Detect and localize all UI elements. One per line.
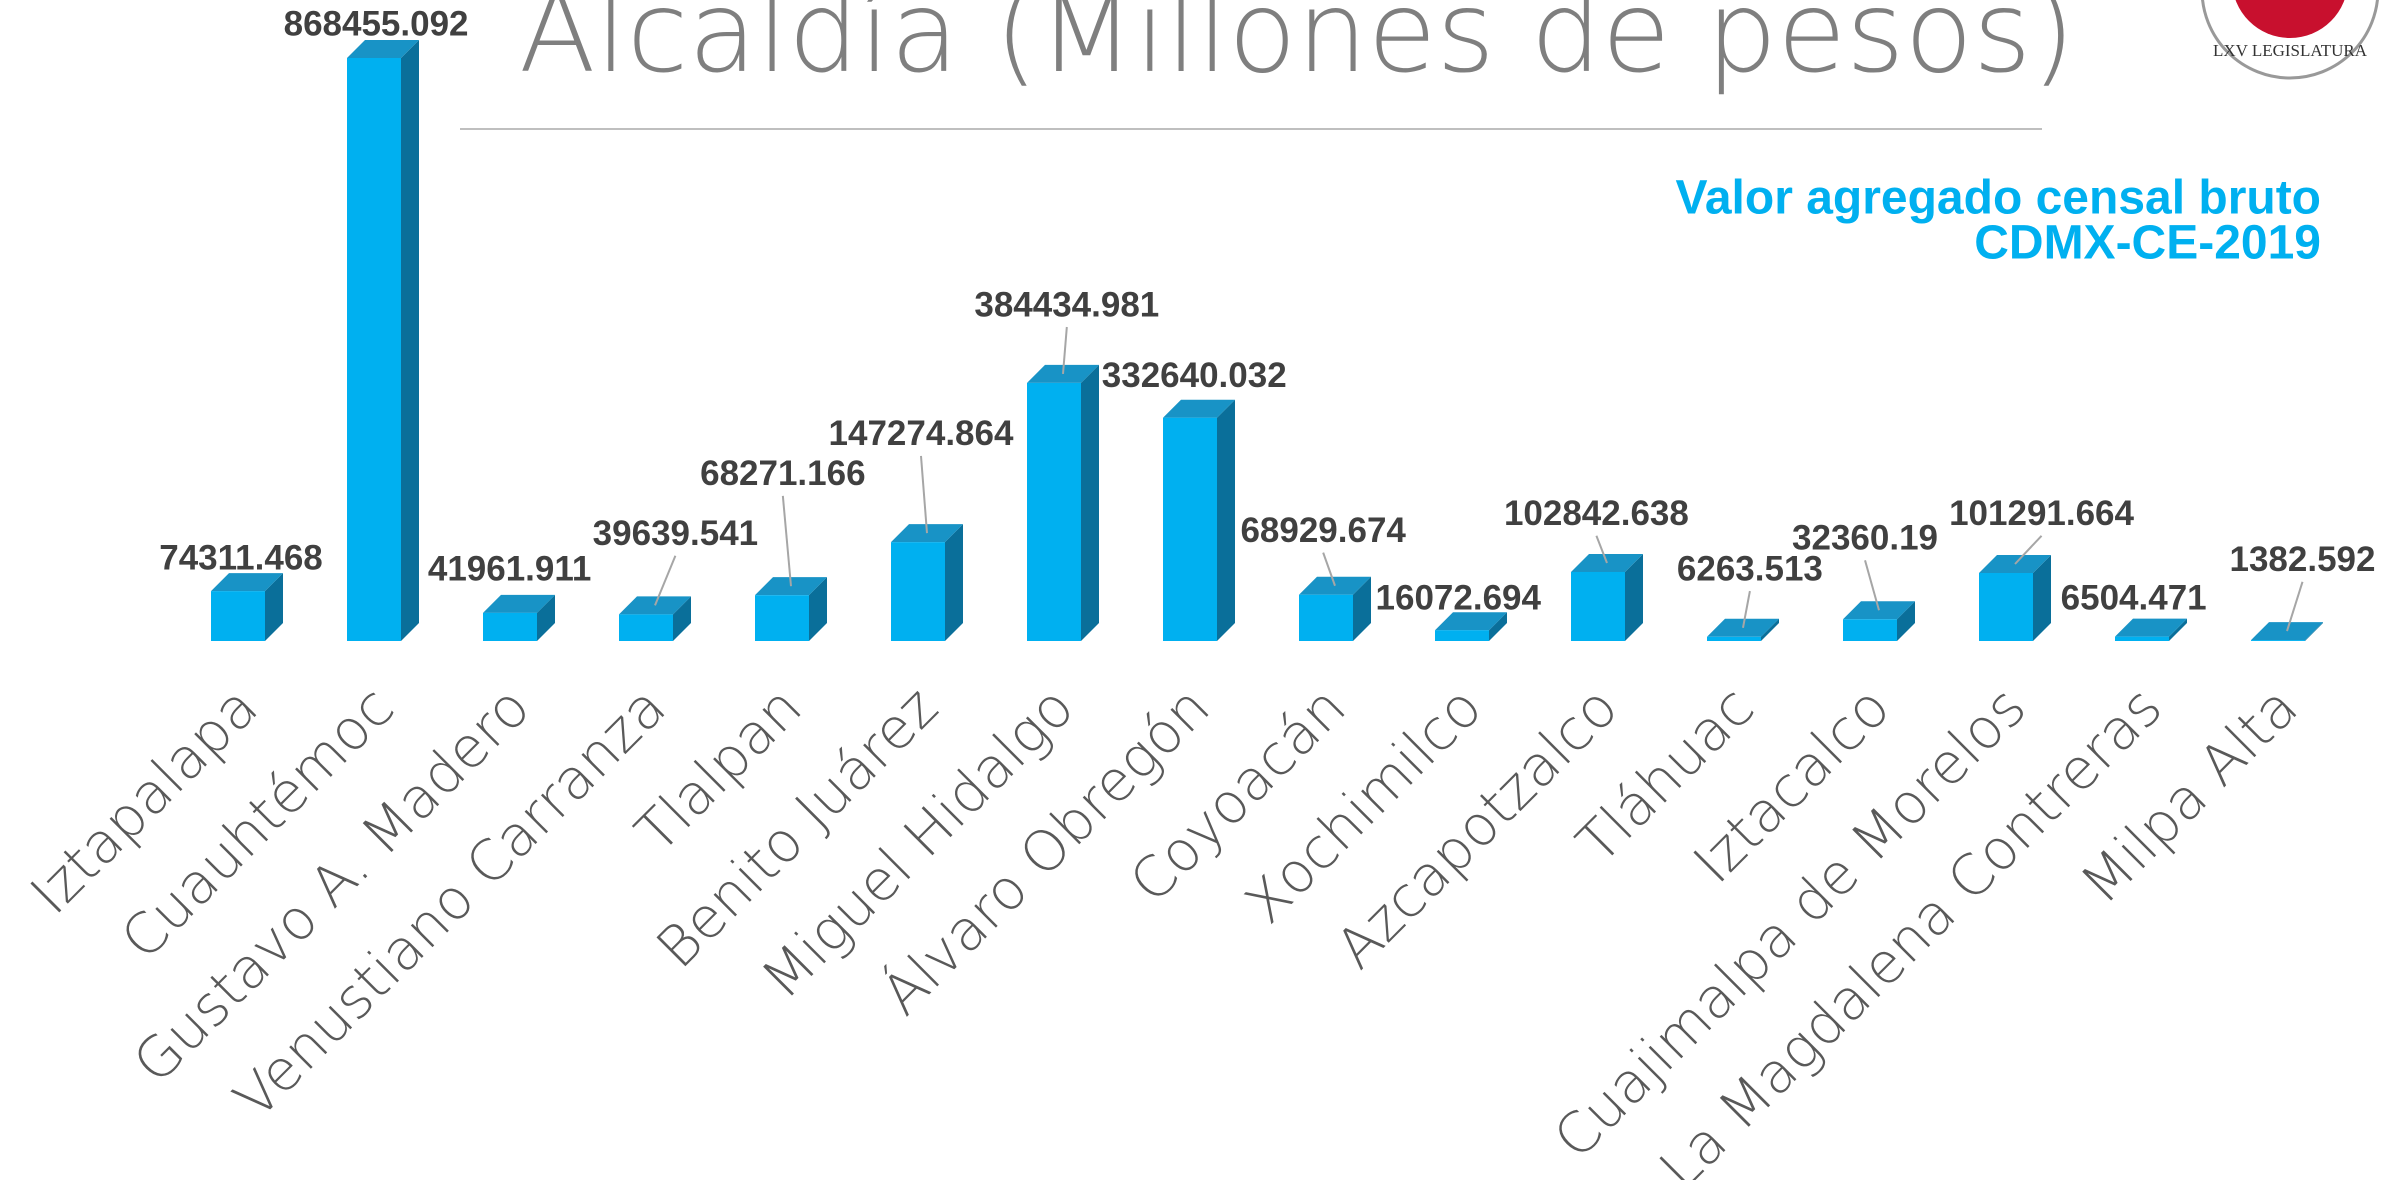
bar — [1571, 571, 1625, 641]
bar — [1435, 630, 1489, 641]
data-label: 68271.166 — [700, 454, 865, 493]
bar-side — [265, 573, 283, 641]
bar-top — [1163, 399, 1235, 418]
bar — [1299, 594, 1353, 641]
bar-side — [1897, 601, 1915, 641]
bar — [891, 542, 945, 641]
bar-side — [1625, 553, 1643, 641]
bar-side — [1217, 399, 1235, 641]
bar-top — [347, 40, 419, 58]
bar-side — [1081, 364, 1099, 641]
data-label: 147274.864 — [829, 414, 1014, 453]
bar-side — [673, 596, 691, 641]
bar-top — [1435, 612, 1507, 631]
data-label: 1382.592 — [2230, 540, 2376, 579]
bar-side — [1761, 618, 1779, 641]
leader-line — [654, 555, 677, 606]
logo-center — [2235, 0, 2345, 38]
leader-line — [1062, 326, 1068, 375]
bar-side — [537, 594, 555, 641]
bar-top — [483, 594, 555, 613]
bar — [2115, 636, 2169, 641]
leader-line — [1742, 590, 1751, 628]
data-label: 868455.092 — [284, 4, 469, 43]
leader-line — [1864, 560, 1880, 611]
data-label: 41961.911 — [428, 549, 592, 588]
bar-side — [945, 524, 963, 641]
subtitle: Valor agregado censal bruto — [1675, 172, 2321, 225]
logo-text: LXV LEGISLATURA — [2213, 41, 2368, 60]
data-label: 68929.674 — [1240, 511, 1406, 550]
logo: LXV LEGISLATURA — [2201, 0, 2379, 80]
bar-side — [2169, 618, 2187, 641]
data-label: 32360.19 — [1792, 519, 1938, 558]
data-label: 384434.981 — [974, 285, 1159, 324]
bar — [1843, 619, 1897, 641]
leader-line — [1595, 535, 1608, 564]
leader-line — [2286, 581, 2304, 632]
leader-line — [920, 455, 928, 534]
data-label: 102842.638 — [1504, 494, 1689, 533]
leader-line — [781, 495, 792, 587]
bar-side — [401, 40, 419, 641]
bar-side — [2305, 622, 2323, 641]
bar-side — [1353, 576, 1371, 641]
subtitle: CDMX-CE-2019 — [1974, 217, 2321, 270]
bar — [347, 58, 401, 641]
leader-line — [2014, 535, 2043, 565]
bar — [211, 591, 265, 641]
bar — [1979, 573, 2033, 641]
bar — [755, 595, 809, 641]
bar — [2251, 640, 2305, 641]
logo-ring — [2201, 0, 2379, 80]
bar-side — [1489, 612, 1507, 641]
data-label: 101291.664 — [1949, 494, 2134, 533]
data-label: 6263.513 — [1677, 549, 1823, 588]
bar-side — [809, 577, 827, 641]
bar — [1027, 382, 1081, 641]
bar — [1707, 636, 1761, 641]
bar-top — [2115, 618, 2187, 637]
data-label: 332640.032 — [1102, 356, 1287, 395]
bar-top — [211, 573, 283, 592]
leader-line — [1322, 552, 1336, 587]
data-label: 74311.468 — [159, 539, 323, 578]
bar — [1163, 417, 1217, 641]
bar — [483, 612, 537, 641]
data-label: 39639.541 — [593, 514, 758, 553]
chart-title: Alcaldía (Millones de pesos) — [519, 0, 2075, 98]
data-label: 16072.694 — [1376, 578, 1542, 617]
data-label: 6504.471 — [2061, 578, 2207, 617]
bar — [619, 614, 673, 641]
bar-side — [2033, 555, 2051, 641]
